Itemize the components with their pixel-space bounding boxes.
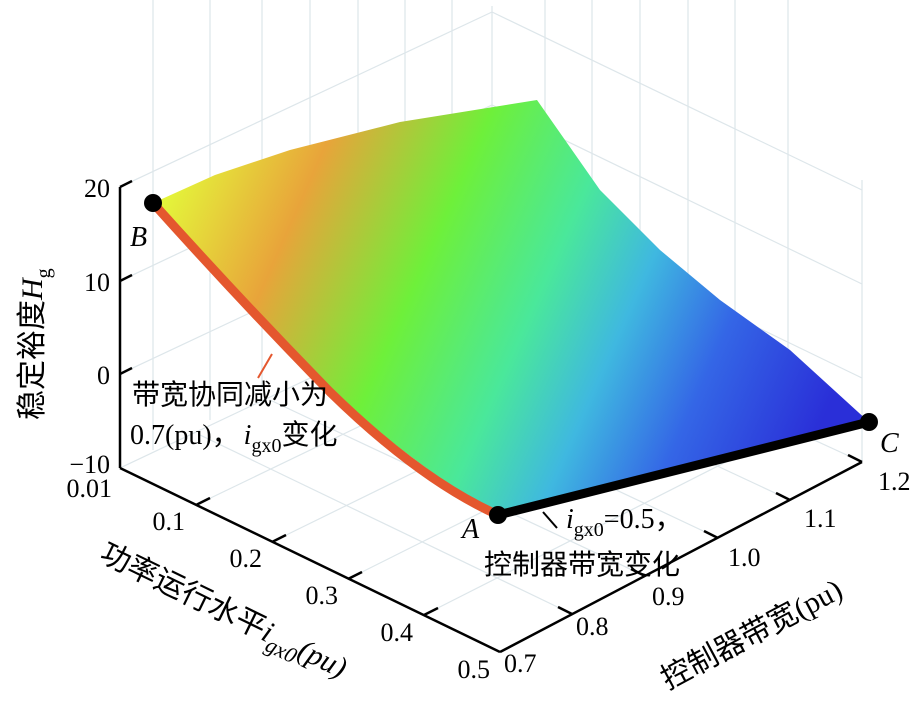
- z-tick-10: 10: [84, 268, 110, 297]
- y-tick-1.0: 1.0: [728, 543, 761, 572]
- z-tick-20: 20: [84, 174, 110, 203]
- y-tick-1.1: 1.1: [804, 504, 837, 533]
- z-axis-label: 稳定裕度Hg: [16, 268, 55, 420]
- point-C-label: C: [880, 428, 899, 459]
- annotation-pointer-red: [257, 353, 273, 379]
- annotation-red-line1: 带宽协同减小为: [132, 379, 328, 411]
- axes: [118, 179, 863, 654]
- x-tick-0.2: 0.2: [230, 544, 263, 573]
- x-axis-label: 功率运行水平igx0(pu): [92, 537, 352, 690]
- annotation-pointer-black: [542, 511, 558, 529]
- y-tick-0.7: 0.7: [504, 649, 537, 678]
- point-A-marker: [489, 506, 507, 524]
- x-tick-0.4: 0.4: [381, 618, 414, 647]
- z-tick-0: 0: [97, 361, 110, 390]
- point-A-label: A: [460, 514, 480, 545]
- y-tick-0.9: 0.9: [652, 582, 685, 611]
- x-tick-0.3: 0.3: [306, 581, 339, 610]
- annotation-black-line2: 控制器带宽变化: [484, 549, 680, 581]
- x-tick-0.01: 0.01: [67, 474, 113, 503]
- y-tick-0.8: 0.8: [576, 612, 609, 641]
- annotation-red-line2: 0.7(pu)， igx0变化: [130, 419, 337, 457]
- point-B-marker: [144, 194, 162, 212]
- stability-surface: [153, 100, 869, 515]
- x-tick-0.5: 0.5: [458, 655, 491, 684]
- y-axis-label: 控制器带宽(pu): [656, 573, 848, 696]
- z-tick-neg10: −10: [69, 450, 110, 479]
- black-line-igx0-0.5: [493, 417, 874, 520]
- point-C-marker: [860, 413, 878, 431]
- point-B-label: B: [130, 222, 147, 253]
- y-tick-1.2: 1.2: [878, 467, 911, 496]
- annotation-black-line1: igx0=0.5，: [566, 504, 683, 541]
- x-tick-0.1: 0.1: [153, 507, 186, 536]
- red-curve-bandwidth-0.7: [148, 198, 503, 520]
